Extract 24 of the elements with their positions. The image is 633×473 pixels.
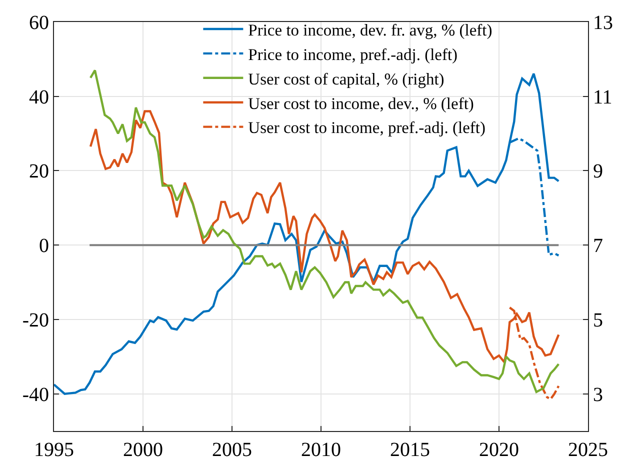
y-tick-label: -20	[22, 309, 49, 332]
x-tick-label: 2020	[479, 439, 519, 461]
x-tick-label: 2025	[568, 439, 608, 461]
legend-label: User cost of capital, % (right)	[248, 69, 444, 88]
legend-label: Price to income, pref.-adj. (left)	[248, 44, 458, 64]
x-tick-label: 1995	[34, 439, 74, 461]
x-tick-label: 2005	[212, 439, 252, 461]
legend-label: User cost to income, dev., % (left)	[248, 94, 474, 113]
x-tick-label: 2010	[301, 439, 341, 461]
y-tick-label: 40	[29, 86, 49, 108]
y2-tick-label: 9	[593, 160, 603, 183]
y2-tick-label: 3	[593, 384, 603, 406]
y2-tick-label: 11	[593, 86, 612, 108]
x-tick-label: 2000	[123, 439, 163, 461]
y2-tick-label: 7	[593, 235, 603, 258]
y-tick-label: 60	[29, 12, 49, 34]
y2-tick-label: 13	[593, 12, 613, 34]
legend-label: Price to income, dev. fr. avg, % (left)	[248, 20, 492, 40]
y2-tick-label: 5	[593, 309, 603, 332]
y-tick-label: 0	[39, 235, 49, 258]
x-tick-label: 2015	[390, 439, 430, 461]
y-tick-label: 20	[29, 160, 49, 183]
legend-label: User cost to income, pref.-adj. (left)	[248, 118, 486, 138]
y-tick-label: -40	[22, 384, 49, 406]
